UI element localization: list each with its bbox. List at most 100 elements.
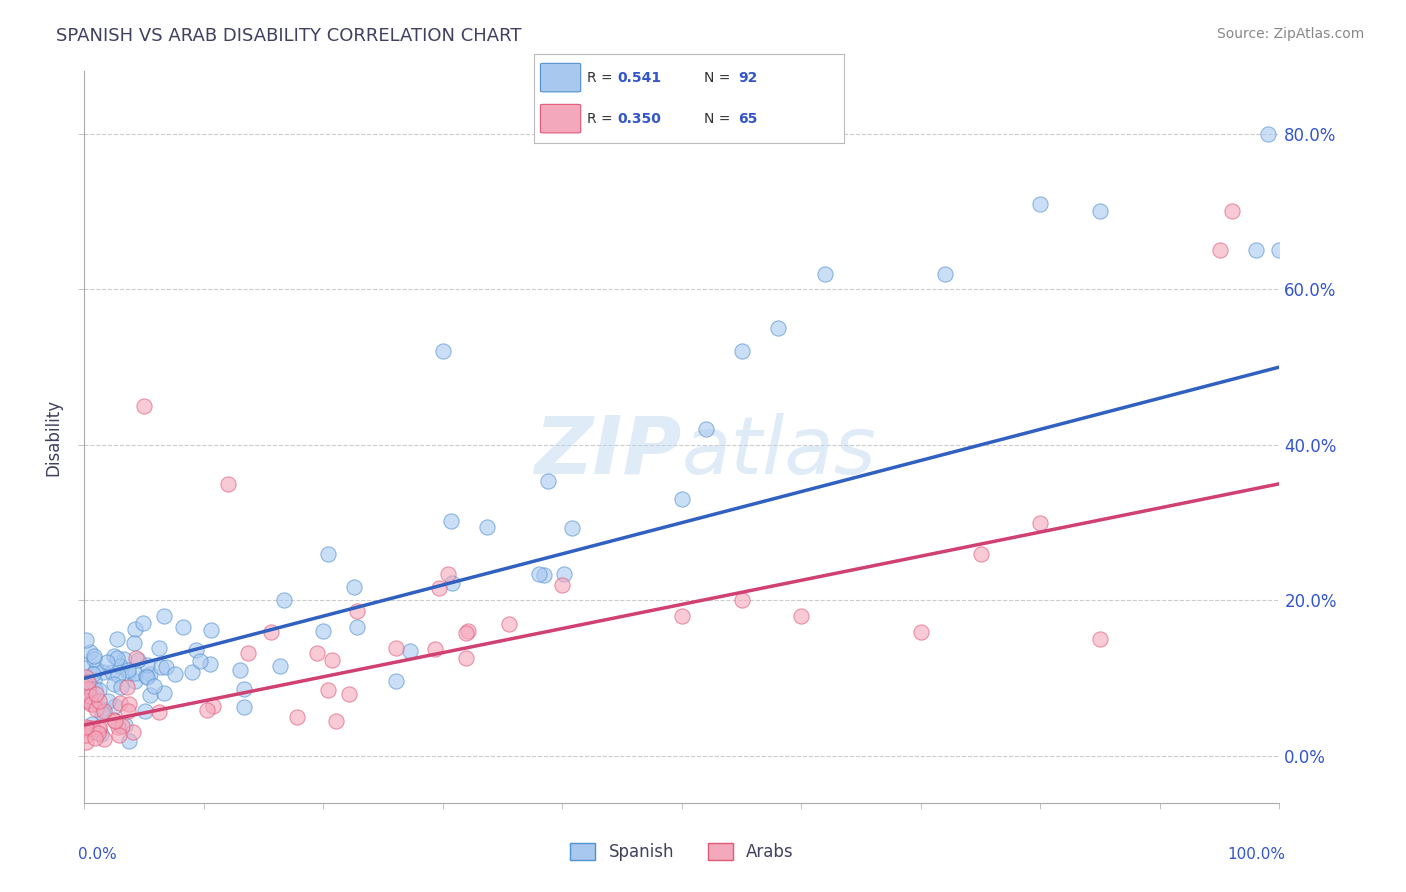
Point (200, 657, 222, 672)
Point (454, 625, 477, 640)
Point (1220, 204, 1243, 219)
Point (82, 723, 104, 738)
Point (200, 623, 222, 637)
Point (305, 646, 328, 660)
Point (437, 567, 460, 582)
Point (84, 662, 107, 676)
Point (343, 580, 366, 594)
Point (77, 681, 100, 696)
Point (260, 624, 283, 639)
Point (107, 668, 129, 682)
Point (790, 609, 813, 624)
Point (115, 680, 138, 694)
Point (233, 682, 256, 697)
Text: N =: N = (704, 112, 735, 126)
Point (103, 714, 125, 728)
Point (132, 615, 155, 630)
Point (1244, 244, 1267, 258)
Point (75, 735, 97, 749)
Point (96, 694, 118, 708)
Point (1257, 127, 1279, 141)
Point (439, 514, 461, 528)
Point (117, 663, 139, 677)
Point (148, 640, 170, 655)
Point (75, 723, 97, 737)
Point (152, 686, 174, 700)
Point (671, 492, 693, 507)
Point (316, 547, 339, 561)
Point (93, 731, 115, 746)
Point (103, 677, 125, 691)
Point (934, 267, 956, 281)
Y-axis label: Disability: Disability (45, 399, 63, 475)
Point (186, 643, 208, 657)
Point (105, 632, 128, 647)
Point (111, 719, 134, 733)
Point (93, 705, 115, 719)
Point (118, 697, 141, 711)
Point (134, 705, 156, 719)
Point (104, 714, 127, 728)
Point (114, 718, 136, 732)
Point (83, 652, 105, 666)
Point (80, 694, 103, 708)
Point (1268, 244, 1291, 258)
Point (269, 658, 291, 673)
Point (814, 267, 837, 281)
Point (432, 344, 454, 359)
Point (312, 624, 335, 638)
Point (84, 687, 107, 701)
Point (152, 609, 174, 624)
Point (427, 581, 450, 595)
Text: R =: R = (586, 112, 617, 126)
Point (1029, 516, 1052, 530)
Point (91, 665, 114, 679)
Point (172, 620, 194, 634)
Point (910, 624, 932, 639)
Point (75, 728, 97, 742)
Point (273, 593, 295, 607)
Point (124, 665, 146, 680)
Point (121, 724, 143, 739)
Point (101, 665, 124, 680)
Text: ZIP: ZIP (534, 413, 682, 491)
Point (346, 604, 368, 618)
Point (77, 675, 100, 690)
Point (766, 321, 789, 335)
Point (441, 576, 464, 591)
Point (82, 717, 104, 731)
Text: atlas: atlas (682, 413, 877, 491)
Point (80, 697, 103, 711)
Point (75, 720, 97, 734)
Point (87, 720, 110, 734)
FancyBboxPatch shape (540, 104, 581, 133)
Point (75, 670, 97, 684)
Point (731, 344, 754, 359)
Point (150, 660, 173, 674)
Point (1029, 196, 1052, 211)
Point (195, 703, 218, 717)
Point (454, 651, 477, 665)
Point (108, 696, 131, 710)
Point (117, 666, 139, 681)
Text: R =: R = (586, 70, 617, 85)
Point (148, 705, 170, 719)
Point (529, 566, 551, 581)
Point (139, 666, 162, 681)
Point (188, 654, 211, 668)
Point (96, 655, 118, 669)
Point (163, 667, 186, 681)
Point (90, 727, 112, 741)
Point (91, 706, 114, 720)
Point (217, 476, 239, 491)
Point (337, 687, 360, 701)
Point (75, 694, 97, 708)
Point (385, 640, 408, 655)
Text: N =: N = (704, 70, 735, 85)
Point (103, 699, 125, 714)
Point (970, 547, 993, 561)
Point (475, 520, 498, 534)
Point (731, 593, 754, 607)
Text: 92: 92 (738, 70, 758, 85)
Point (122, 636, 145, 650)
